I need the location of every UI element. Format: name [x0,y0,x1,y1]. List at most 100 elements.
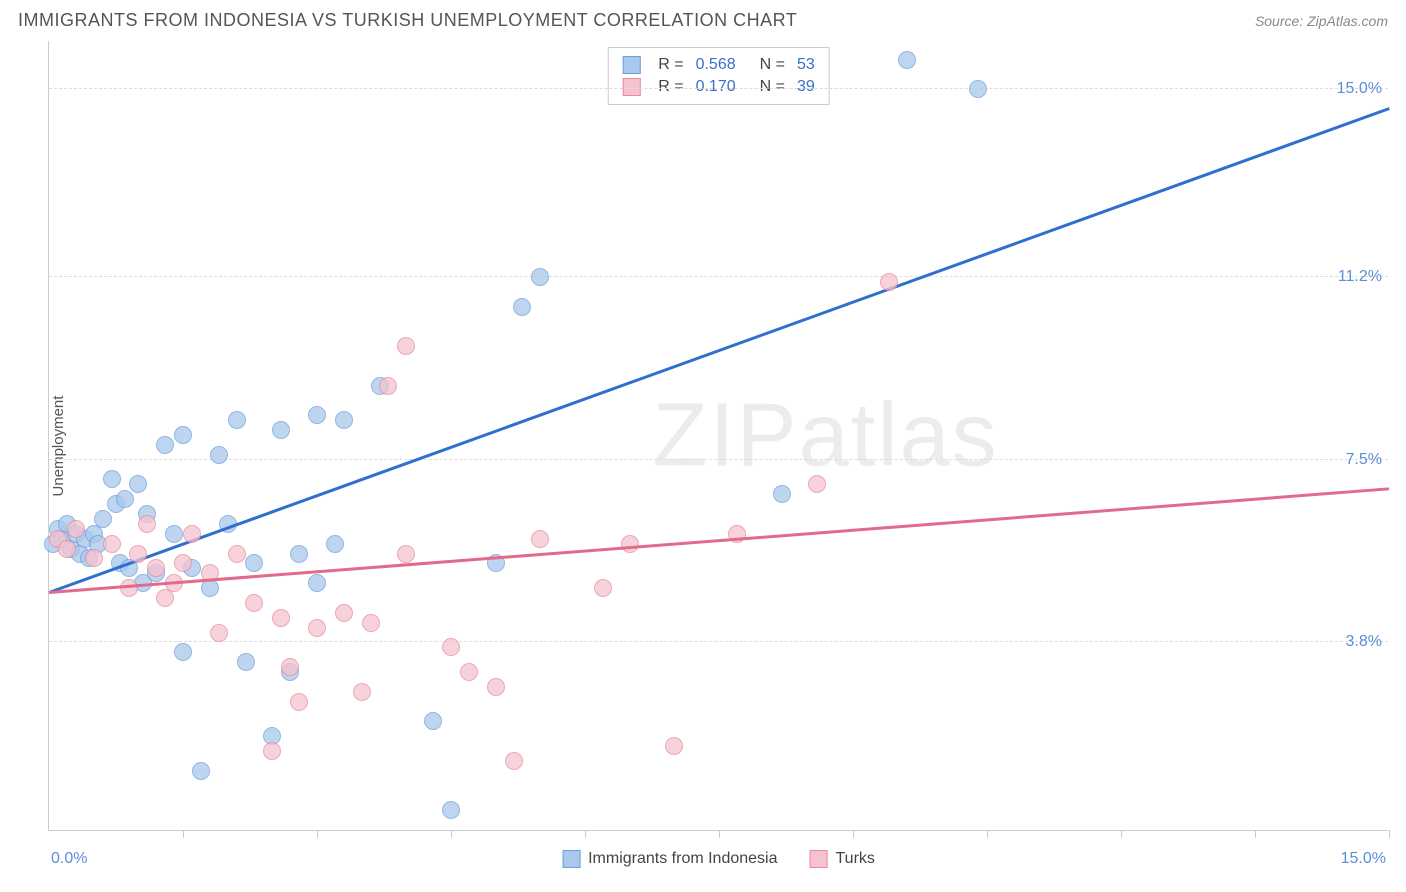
x-tick [1255,830,1256,838]
stats-legend: R = 0.568 N = 53 R = 0.170 N = 39 [607,47,830,105]
n-value: 53 [797,56,815,74]
data-point [513,298,531,316]
y-tick-label: 7.5% [1346,451,1382,469]
legend-swatch [562,850,580,868]
data-point [210,446,228,464]
plot-region: ZIPatlas R =0.568N =53R =0.170N =39 0.0%… [48,41,1388,831]
data-point [594,579,612,597]
x-tick [183,830,184,838]
data-point [442,801,460,819]
data-point [898,51,916,69]
gridline [49,88,1388,89]
data-point [183,525,201,543]
data-point [174,554,192,572]
n-value: 39 [797,78,815,96]
data-point [272,609,290,627]
data-point [353,683,371,701]
watermark: ZIPatlas [653,384,999,487]
data-point [397,337,415,355]
data-point [228,411,246,429]
data-point [773,485,791,503]
gridline [49,276,1388,277]
data-point [129,545,147,563]
data-point [228,545,246,563]
y-tick-label: 15.0% [1337,80,1382,98]
data-point [147,559,165,577]
n-label: N = [760,56,785,74]
watermark-part1: ZIP [653,385,799,485]
data-point [290,545,308,563]
y-tick-label: 11.2% [1338,268,1382,286]
legend-swatch [622,78,640,96]
data-point [505,752,523,770]
x-tick [317,830,318,838]
source-name: ZipAtlas.com [1307,13,1388,29]
x-tick [853,830,854,838]
data-point [165,525,183,543]
stats-legend-row: R = 0.568 N = 53 [622,54,815,76]
data-point [308,574,326,592]
x-axis-min-label: 0.0% [51,850,87,868]
data-point [138,515,156,533]
data-point [272,421,290,439]
data-point [487,678,505,696]
data-point [94,510,112,528]
data-point [237,653,255,671]
data-point [103,535,121,553]
x-tick [987,830,988,838]
r-label: R = [658,56,683,74]
legend-label: Turks [836,850,875,867]
series-legend: Immigrants from Indonesia Turks [562,850,875,868]
data-point [665,737,683,755]
legend-label: Immigrants from Indonesia [588,850,777,867]
data-point [335,604,353,622]
data-point [245,554,263,572]
source-prefix: Source: [1255,13,1307,29]
x-tick [719,830,720,838]
x-tick [585,830,586,838]
data-point [174,426,192,444]
data-point [174,643,192,661]
gridline [49,459,1388,460]
data-point [290,693,308,711]
data-point [281,658,299,676]
data-point [58,540,76,558]
r-value: 0.170 [696,78,736,96]
data-point [531,268,549,286]
x-axis-max-label: 15.0% [1341,850,1386,868]
data-point [67,520,85,538]
data-point [85,549,103,567]
legend-item: Turks [810,850,875,868]
data-point [245,594,263,612]
data-point [210,624,228,642]
r-value: 0.568 [696,56,736,74]
stats-legend-row: R = 0.170 N = 39 [622,76,815,98]
data-point [263,742,281,760]
source-attribution: Source: ZipAtlas.com [1255,13,1388,29]
data-point [969,80,987,98]
n-label: N = [760,78,785,96]
data-point [424,712,442,730]
data-point [326,535,344,553]
r-label: R = [658,78,683,96]
data-point [531,530,549,548]
data-point [397,545,415,563]
chart-area: ZIPatlas R =0.568N =53R =0.170N =39 0.0%… [48,41,1388,831]
data-point [808,475,826,493]
data-point [308,619,326,637]
data-point [460,663,478,681]
x-tick [451,830,452,838]
data-point [120,579,138,597]
gridline [49,641,1388,642]
y-tick-label: 3.8% [1346,633,1382,651]
data-point [129,475,147,493]
data-point [156,436,174,454]
data-point [880,273,898,291]
data-point [379,377,397,395]
x-tick [1389,830,1390,838]
legend-item: Immigrants from Indonesia [562,850,777,868]
data-point [362,614,380,632]
data-point [335,411,353,429]
trend-line [49,487,1389,593]
legend-swatch [810,850,828,868]
